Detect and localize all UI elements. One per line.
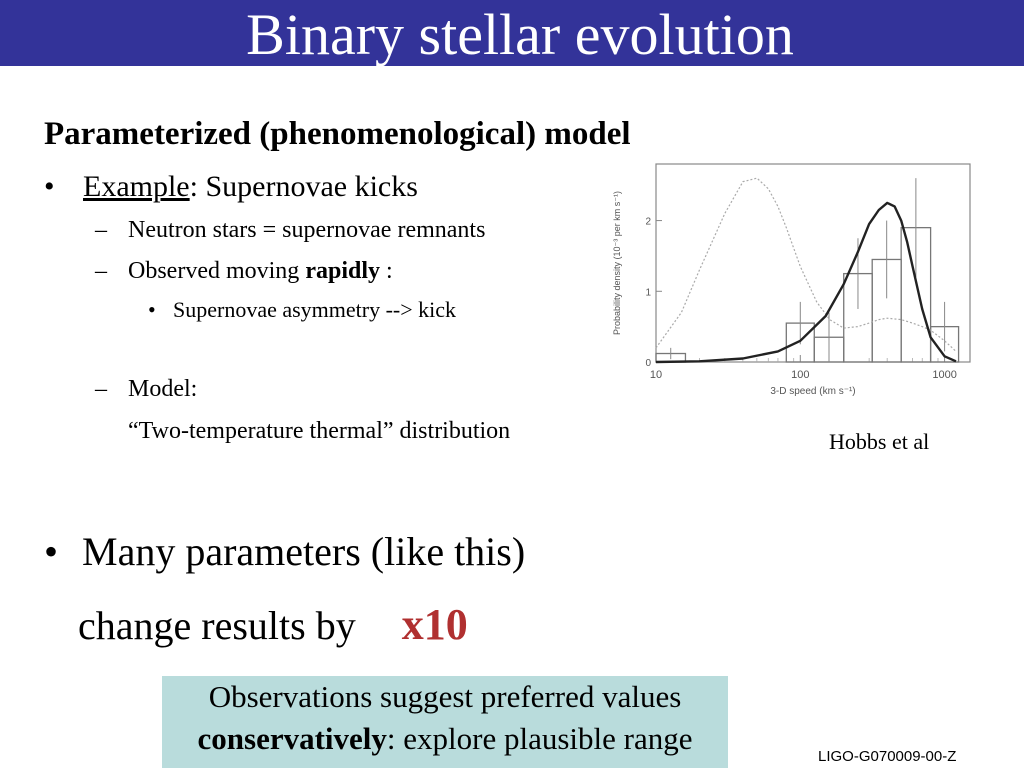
histogram-bars: [655, 178, 960, 363]
bullet-marker: •: [44, 529, 59, 574]
bullet-marker: •: [44, 170, 55, 203]
bullet-many-parameters: • Many parameters (like this): [44, 527, 525, 577]
subsub-bullet-text: Supernovae asymmetry --> kick: [173, 297, 457, 322]
title-bar: [0, 0, 1024, 66]
bullet-marker: •: [148, 297, 156, 322]
subsub-bullet-asymmetry: • Supernovae asymmetry --> kick: [148, 296, 456, 324]
example-text: : Supernovae kicks: [189, 170, 418, 203]
sub-bullet-neutron-stars: – Neutron stars = supernovae remnants: [95, 215, 485, 245]
sub-bullet-observed: – Observed moving rapidly :: [95, 256, 393, 286]
dash-marker: –: [95, 217, 107, 243]
x-tick-label: 100: [791, 369, 809, 381]
box-line-2: conservatively: explore plausible range: [162, 718, 728, 760]
speed-distribution-chart: 10 100 1000 0 1 2 3-D speed (km s⁻¹) Probabilit…: [612, 163, 971, 397]
y-tick-label: 1: [645, 287, 651, 298]
y-axis-label: Probability density (10⁻³ per km s⁻¹): [612, 191, 622, 335]
sub-bullet-text: Neutron stars = supernovae remnants: [128, 217, 486, 243]
section-heading: Parameterized (phenomenological) model: [44, 116, 631, 152]
sub-bullet-text: Model:: [128, 376, 198, 402]
model-description: “Two-temperature thermal” distribution: [128, 418, 511, 444]
x-tick-label: 1000: [932, 369, 956, 381]
y-tick-label: 2: [645, 217, 651, 228]
chart-labels: 10 100 1000 0 1 2 3-D speed (km s⁻¹) Probabilit…: [612, 191, 957, 397]
box-line-2-text: : explore plausible range: [386, 721, 693, 756]
chart-curves: [655, 177, 957, 364]
bullet-example: • Example: Supernovae kicks: [44, 168, 418, 206]
footer-document-id: LIGO-G070009-00-Z: [818, 748, 957, 765]
x-axis-label: 3-D speed (km s⁻¹): [770, 386, 855, 397]
observations-box: Observations suggest preferred values co…: [162, 676, 728, 768]
box-line-1: Observations suggest preferred values: [208, 679, 682, 714]
x-tick-label: 10: [650, 369, 662, 381]
slide-title: Binary stellar evolution: [246, 2, 794, 67]
dotted-model-curve: [655, 177, 957, 352]
x10-emphasis: x10: [401, 600, 468, 649]
change-results-text: change results by: [78, 603, 356, 648]
bullet-text: Many parameters (like this): [82, 529, 526, 574]
y-tick-label: 0: [645, 358, 651, 369]
rapidly-bold: rapidly: [305, 258, 380, 284]
sub-bullet-colon: :: [380, 258, 393, 284]
dash-marker: –: [95, 376, 107, 402]
conservatively-bold: conservatively: [197, 721, 387, 756]
dash-marker: –: [95, 258, 107, 284]
sub-bullet-model: – Model:: [95, 374, 197, 404]
figure-caption: Hobbs et al: [829, 429, 930, 454]
fit-curve: [655, 201, 957, 364]
change-results-line: change results by x10: [78, 600, 468, 651]
sub-bullet-text: Observed moving: [128, 258, 306, 284]
example-label: Example: [83, 170, 190, 203]
